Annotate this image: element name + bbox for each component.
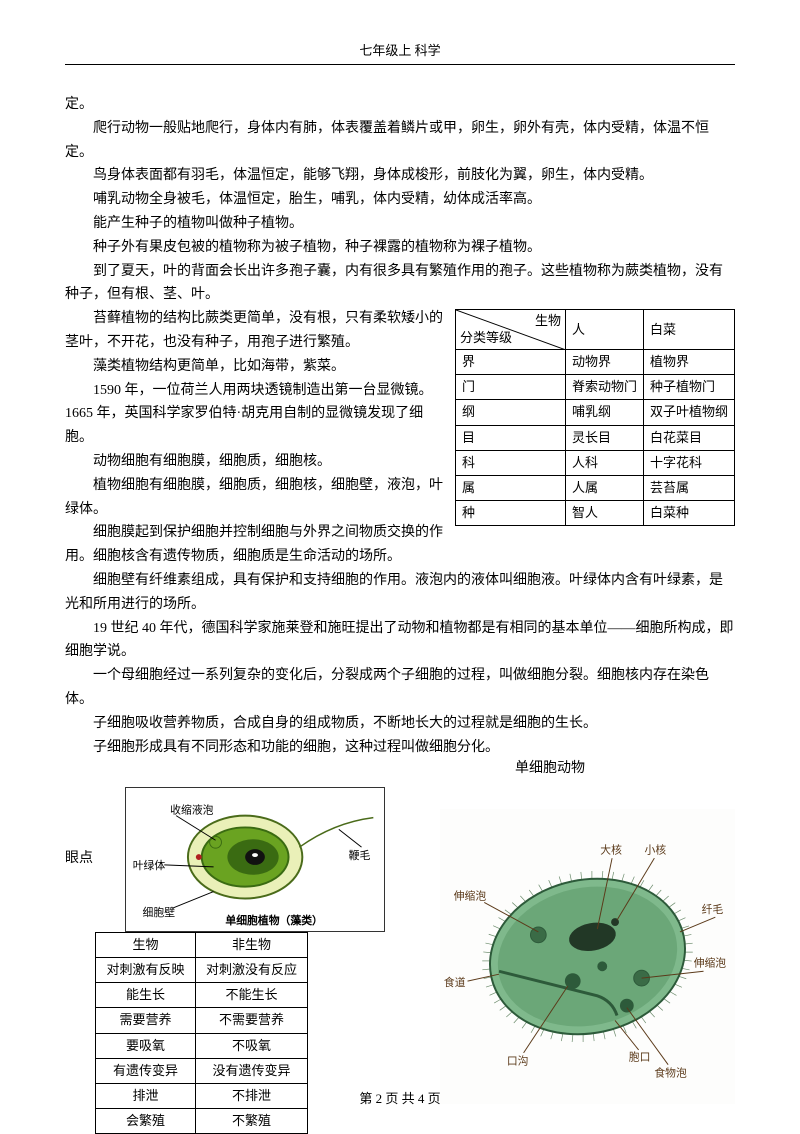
compare-head-left: 生物 xyxy=(96,933,196,958)
table-row: 种智人白菜种 xyxy=(455,500,734,525)
table-row: 纲哺乳纲双子叶植物纲 xyxy=(455,400,734,425)
svg-text:小核: 小核 xyxy=(645,842,667,856)
eyespot-label: 眼点 xyxy=(65,787,95,871)
taxonomy-col-human: 人 xyxy=(565,310,643,350)
table-row: 对刺激有反映对刺激没有反应 xyxy=(96,958,308,983)
left-column: 眼点 收缩液泡 叶绿体 xyxy=(65,787,434,1134)
svg-text:口沟: 口沟 xyxy=(507,1055,529,1068)
compare-header-row: 生物 非生物 xyxy=(96,933,308,958)
para-13: 细胞壁有纤维素组成，具有保护和支持细胞的作用。液泡内的液体叫细胞液。叶绿体内含有… xyxy=(65,569,735,617)
svg-text:单细胞植物（藻类）: 单细胞植物（藻类） xyxy=(225,913,322,927)
para-14: 19 世纪 40 年代，德国科学家施莱登和施旺提出了动物和植物都是有相同的基本单… xyxy=(65,617,735,665)
svg-text:收缩液泡: 收缩液泡 xyxy=(170,803,213,817)
diag-bot-label: 分类等级 xyxy=(460,327,512,349)
para-16: 子细胞吸收营养物质，合成自身的组成物质，不断地长大的过程就是细胞的生长。 xyxy=(65,712,735,736)
para-12: 细胞膜起到保护细胞并控制细胞与外界之间物质交换的作用。细胞核含有遗传物质，细胞质… xyxy=(65,521,735,569)
content-area: 定。 爬行动物一般贴地爬行，身体内有肺，体表覆盖着鳞片或甲，卵生，卵外有壳，体内… xyxy=(65,93,735,1134)
table-row: 有遗传变异没有遗传变异 xyxy=(96,1058,308,1083)
table-row: 会繁殖不繁殖 xyxy=(96,1108,308,1133)
para-1: 爬行动物一般贴地爬行，身体内有肺，体表覆盖着鳞片或甲，卵生，卵外有壳，体内受精，… xyxy=(65,117,735,165)
table-row: 门脊索动物门种子植物门 xyxy=(455,375,734,400)
svg-text:伸缩泡: 伸缩泡 xyxy=(694,956,727,970)
svg-text:细胞壁: 细胞壁 xyxy=(143,905,176,919)
svg-text:伸缩泡: 伸缩泡 xyxy=(454,889,487,903)
para-2: 鸟身体表面都有羽毛，体温恒定，能够飞翔，身体成梭形，前肢化为翼，卵生，体内受精。 xyxy=(65,164,735,188)
algae-figure: 收缩液泡 叶绿体 细胞壁 鞭毛 单细胞植物（藻类） xyxy=(125,787,385,932)
compare-head-right: 非生物 xyxy=(196,933,308,958)
taxonomy-col-cabbage: 白菜 xyxy=(643,310,734,350)
taxonomy-table-wrap: 生物 分类等级 人 白菜 界动物界植物界 门脊索动物门种子植物门 纲哺乳纲双子叶… xyxy=(455,309,735,526)
para-5: 种子外有果皮包被的植物称为被子植物，种子裸露的植物称为裸子植物。 xyxy=(65,236,735,260)
svg-text:食物泡: 食物泡 xyxy=(654,1066,687,1080)
para-6: 到了夏天，叶的背面会长出许多孢子囊，内有很多具有繁殖作用的孢子。这些植物称为蕨类… xyxy=(65,260,735,308)
table-row: 要吸氧不吸氧 xyxy=(96,1033,308,1058)
svg-text:大核: 大核 xyxy=(600,842,622,856)
para-4: 能产生种子的植物叫做种子植物。 xyxy=(65,212,735,236)
single-cell-animal-label: 单细胞动物 xyxy=(65,757,735,781)
taxonomy-table: 生物 分类等级 人 白菜 界动物界植物界 门脊索动物门种子植物门 纲哺乳纲双子叶… xyxy=(455,309,735,526)
table-row: 属人属芸苔属 xyxy=(455,475,734,500)
svg-text:叶绿体: 叶绿体 xyxy=(133,858,166,872)
para-17: 子细胞形成具有不同形态和功能的细胞，这种过程叫做细胞分化。 xyxy=(65,736,735,760)
taxonomy-diag-cell: 生物 分类等级 xyxy=(455,310,565,350)
table-row: 目灵长目白花菜目 xyxy=(455,425,734,450)
svg-text:胞口: 胞口 xyxy=(629,1051,651,1064)
paramecium-svg-icon: 大核 小核 伸缩泡 伸缩泡 食道 纤毛 食物泡 胞口 口沟 xyxy=(440,809,735,1104)
page-header: 七年级上 科学 xyxy=(65,40,735,65)
para-0: 定。 xyxy=(65,93,735,117)
algae-svg-icon: 收缩液泡 叶绿体 细胞壁 鞭毛 单细胞植物（藻类） xyxy=(126,788,384,931)
svg-text:鞭毛: 鞭毛 xyxy=(349,848,371,862)
lower-figures-area: 眼点 收缩液泡 叶绿体 xyxy=(65,787,735,1134)
page-footer: 第 2 页 共 4 页 xyxy=(0,1088,800,1110)
para-15: 一个母细胞经过一系列复杂的变化后，分裂成两个子细胞的过程，叫做细胞分裂。细胞核内… xyxy=(65,664,735,712)
table-row: 科人科十字花科 xyxy=(455,450,734,475)
taxonomy-header-row: 生物 分类等级 人 白菜 xyxy=(455,310,734,350)
svg-text:纤毛: 纤毛 xyxy=(702,903,724,916)
diag-top-label: 生物 xyxy=(535,310,561,332)
svg-text:食道: 食道 xyxy=(444,975,466,989)
table-row: 需要营养不需要营养 xyxy=(96,1008,308,1033)
para-3: 哺乳动物全身被毛，体温恒定，胎生，哺乳，体内受精，幼体成活率高。 xyxy=(65,188,735,212)
table-row: 能生长不能生长 xyxy=(96,983,308,1008)
paramecium-figure: 大核 小核 伸缩泡 伸缩泡 食道 纤毛 食物泡 胞口 口沟 xyxy=(440,809,735,1104)
table-row: 界动物界植物界 xyxy=(455,350,734,375)
